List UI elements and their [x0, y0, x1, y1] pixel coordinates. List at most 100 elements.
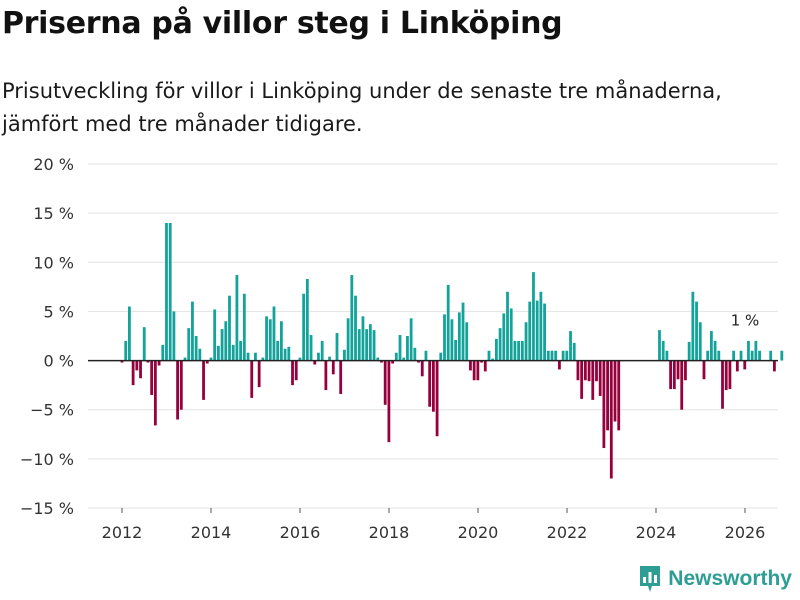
- bar: [120, 360, 124, 363]
- bar: [539, 291, 543, 361]
- bar: [543, 303, 546, 361]
- y-tick-label: −15 %: [20, 499, 74, 518]
- bar: [294, 360, 298, 381]
- bar: [565, 350, 569, 361]
- bar: [732, 350, 736, 361]
- bar: [283, 348, 287, 361]
- bar: [487, 350, 491, 361]
- bar: [235, 275, 239, 361]
- bar: [558, 360, 561, 370]
- bar: [598, 360, 602, 396]
- bar: [124, 340, 128, 361]
- y-tick-label: 5 %: [44, 302, 74, 321]
- bar: [687, 341, 691, 361]
- bar: [446, 284, 450, 361]
- bar: [183, 357, 187, 361]
- bar: [698, 322, 702, 361]
- bar: [754, 340, 758, 361]
- bar: [658, 330, 661, 361]
- bar: [613, 360, 617, 422]
- bar: [491, 358, 495, 361]
- bar: [494, 338, 498, 361]
- bar: [187, 328, 191, 361]
- x-tick-label: 2016: [280, 523, 321, 542]
- bar: [780, 350, 784, 361]
- bar: [684, 360, 687, 381]
- bar: [506, 291, 509, 361]
- bar: [580, 360, 584, 399]
- bar: [372, 330, 376, 361]
- bar: [561, 350, 565, 361]
- bar: [298, 357, 302, 361]
- brand-logo[interactable]: Newsworthy: [638, 564, 792, 594]
- brand-name: Newsworthy: [668, 567, 792, 590]
- bar: [368, 324, 372, 361]
- bar: [365, 329, 369, 361]
- bar: [231, 344, 235, 361]
- bar: [328, 356, 331, 361]
- bar: [153, 360, 157, 426]
- bar: [472, 360, 476, 381]
- bar-chart: 20 % 15 % 10 % 5 % 0 % −5 % −10 % −15 % 2012 2014…: [20, 155, 784, 542]
- bar: [435, 360, 439, 437]
- x-tick-label: 2026: [725, 523, 766, 542]
- bar: [591, 360, 595, 400]
- bar: [339, 360, 343, 394]
- bar: [595, 360, 598, 382]
- bar: [398, 335, 402, 361]
- bar: [179, 360, 183, 410]
- bar: [150, 360, 154, 395]
- bar: [569, 331, 572, 361]
- y-tick-label: 10 %: [33, 253, 74, 272]
- bar: [461, 302, 465, 361]
- bar: [431, 360, 435, 412]
- bar: [743, 360, 747, 370]
- bar: [717, 350, 721, 361]
- bar: [517, 340, 521, 361]
- bar: [617, 360, 621, 431]
- bar: [750, 350, 754, 361]
- bar: [354, 295, 357, 361]
- bar: [513, 340, 517, 361]
- bar: [695, 301, 698, 361]
- bar: [702, 360, 706, 380]
- y-tick-label: 20 %: [33, 155, 74, 174]
- bar: [609, 360, 613, 479]
- bar: [335, 333, 339, 361]
- bar: [261, 357, 265, 361]
- y-tick-label: 15 %: [33, 204, 74, 223]
- bar: [413, 347, 417, 361]
- bar: [602, 360, 606, 449]
- bar: [331, 360, 335, 375]
- bar: [224, 321, 228, 361]
- bar: [773, 360, 776, 372]
- bar: [758, 350, 761, 361]
- bar: [239, 340, 243, 361]
- bar: [380, 360, 383, 363]
- tick-labels: 20 % 15 % 10 % 5 % 0 % −5 % −10 % −15 % 2012 2014…: [20, 155, 765, 542]
- bar: [202, 360, 205, 400]
- chart-subtitle: Prisutveckling för villor i Linköping un…: [2, 79, 722, 136]
- bar: [424, 350, 428, 361]
- bar: [279, 321, 283, 361]
- bar: [161, 344, 165, 361]
- x-tick-label: 2014: [191, 523, 232, 542]
- bar: [172, 311, 176, 361]
- bar: [509, 308, 513, 361]
- bar: [721, 360, 724, 409]
- bar: [383, 360, 387, 405]
- bar: [454, 339, 458, 361]
- bar: [428, 360, 432, 407]
- bar: [691, 291, 695, 361]
- bar: [672, 360, 676, 390]
- bar: [313, 360, 317, 365]
- bar: [194, 336, 198, 361]
- bar: [176, 360, 179, 420]
- bar: [554, 350, 558, 361]
- bar: [709, 331, 713, 361]
- bar: [587, 360, 591, 382]
- bar: [550, 350, 554, 361]
- bar: [680, 360, 684, 410]
- bar: [713, 340, 717, 361]
- bar: [309, 335, 313, 361]
